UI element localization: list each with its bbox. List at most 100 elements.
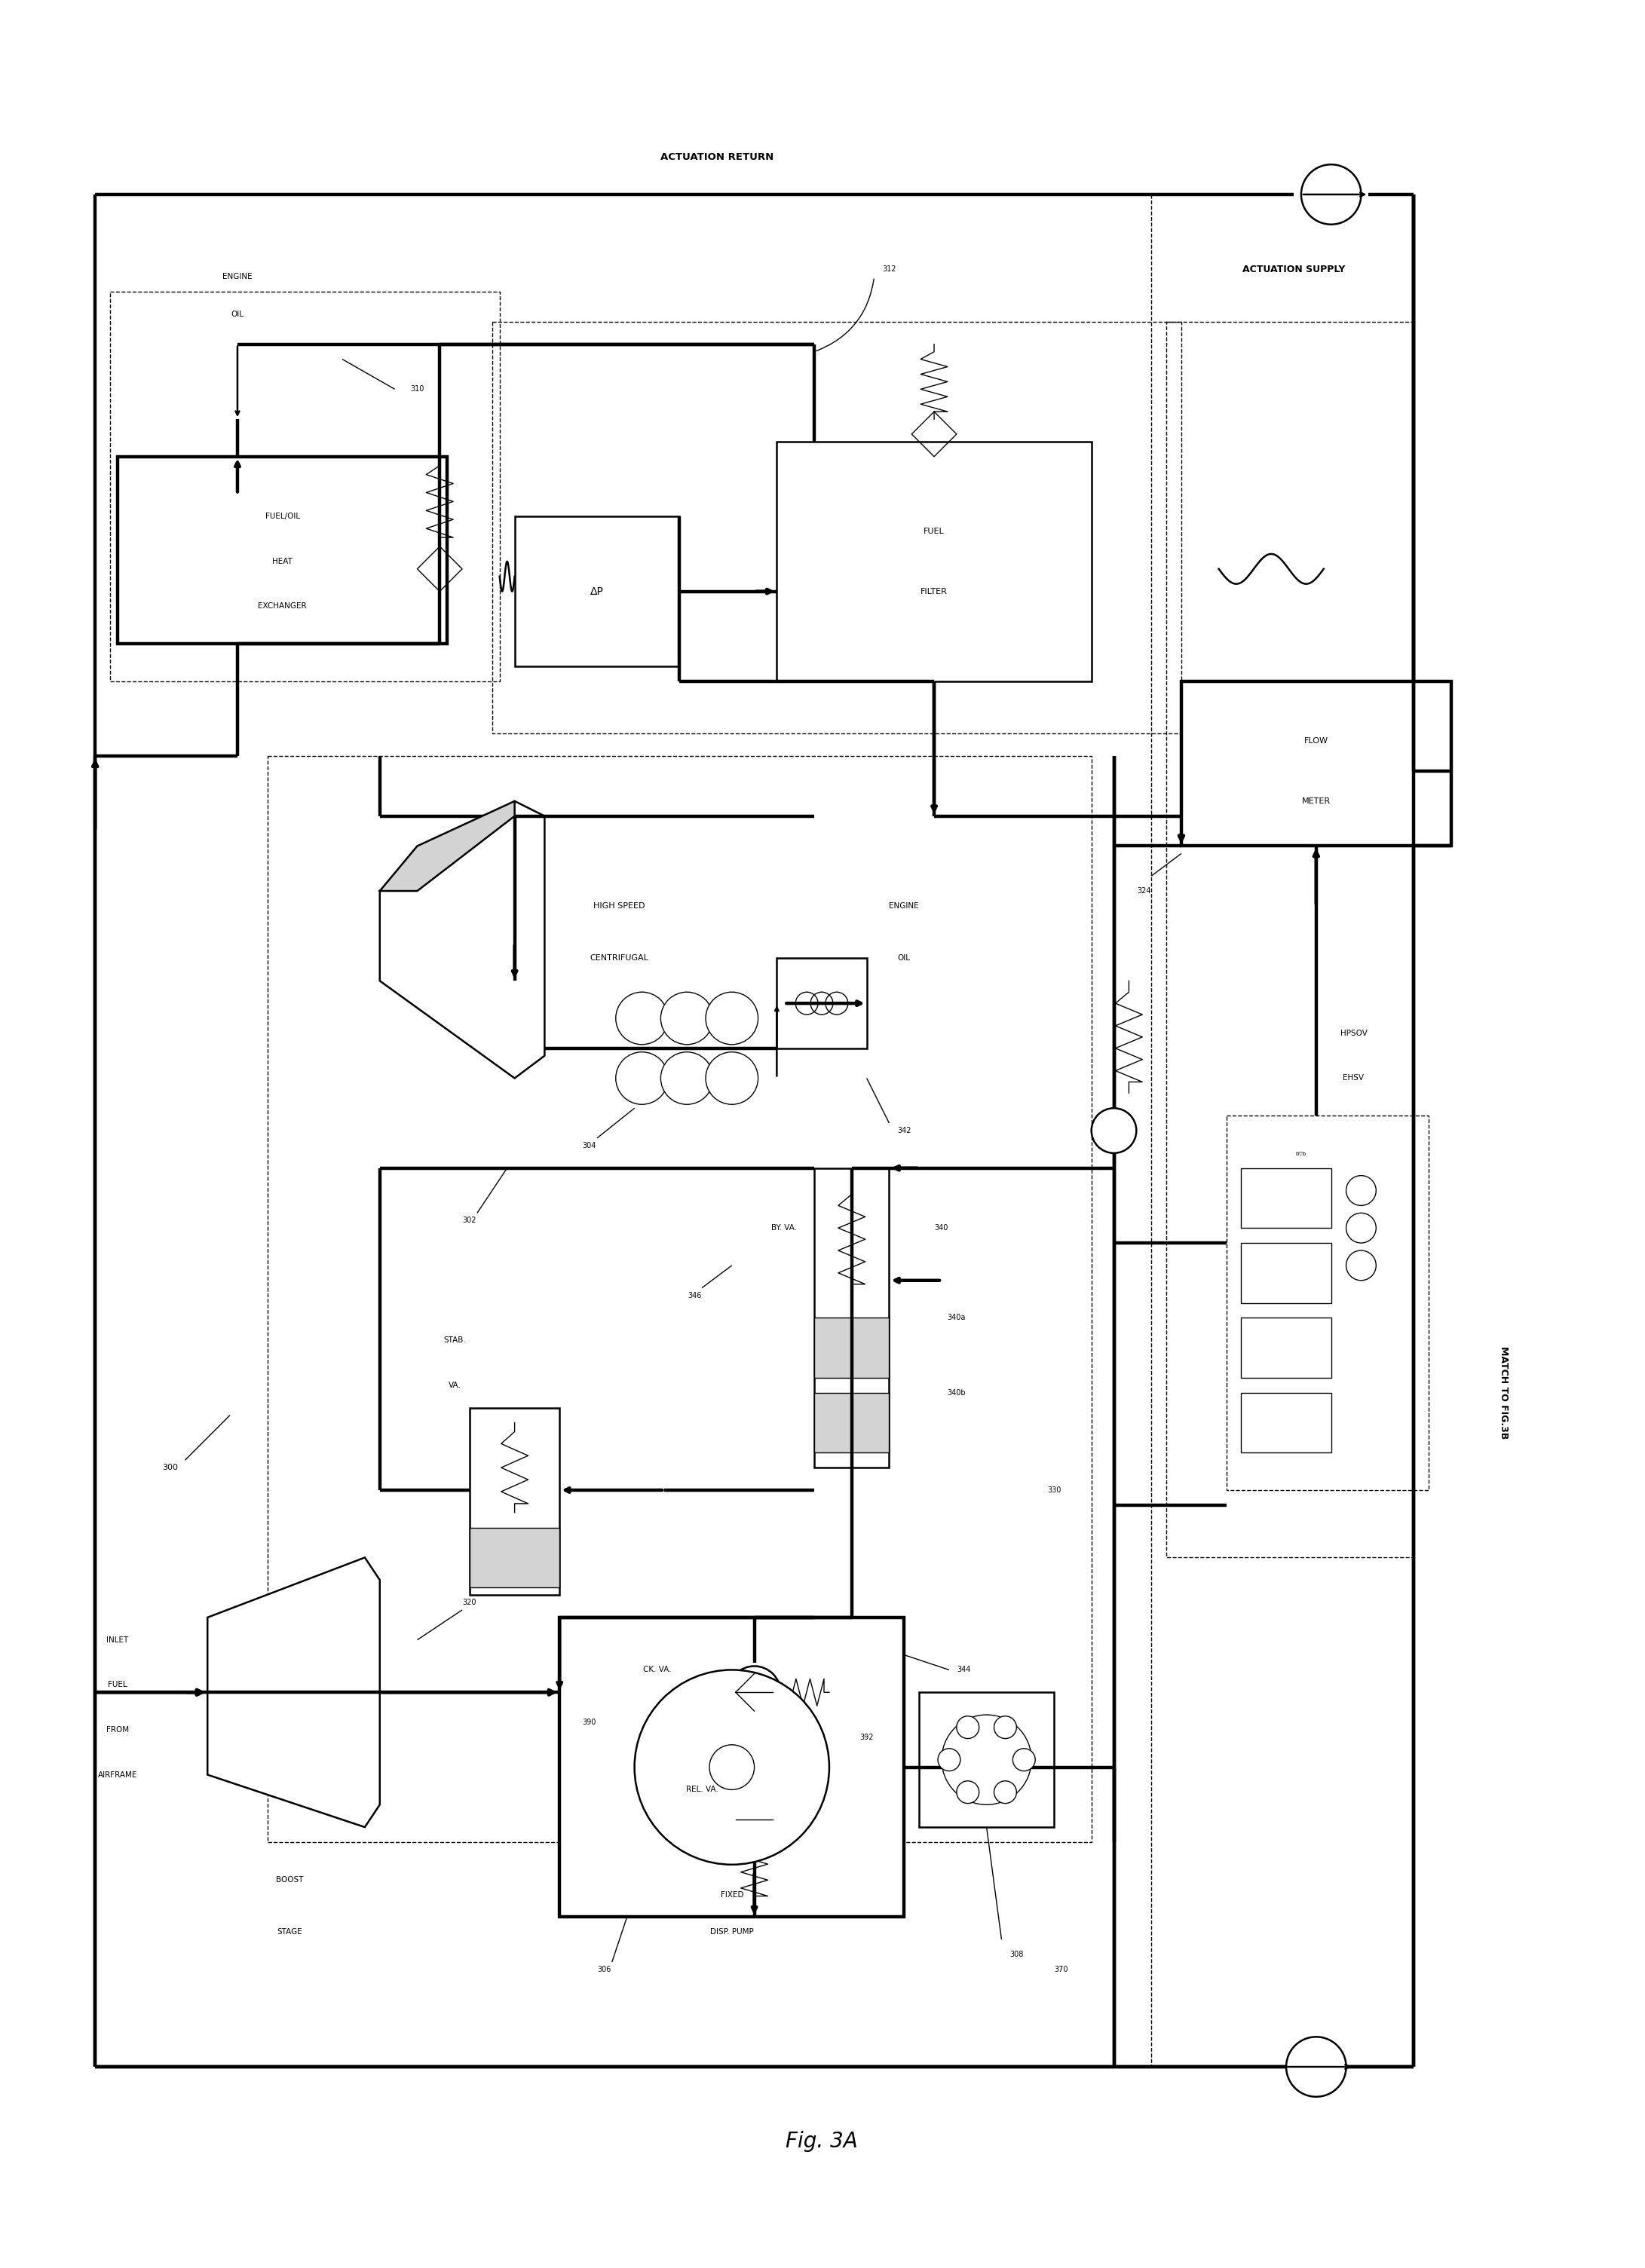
Text: 340a: 340a: [948, 1313, 966, 1322]
Text: 320: 320: [462, 1599, 477, 1606]
Text: INLET: INLET: [107, 1635, 128, 1644]
Bar: [1242, 1168, 1331, 1227]
Bar: [492, 322, 1181, 733]
Circle shape: [706, 1052, 758, 1105]
Text: 300: 300: [163, 1463, 178, 1472]
Text: HEAT: HEAT: [273, 558, 293, 565]
Circle shape: [729, 1794, 780, 1846]
Circle shape: [635, 1669, 829, 1864]
Text: ΔP: ΔP: [591, 585, 604, 596]
Text: BY. VA.: BY. VA.: [772, 1225, 798, 1232]
Text: FROM: FROM: [107, 1726, 128, 1733]
Circle shape: [1013, 1749, 1035, 1771]
Text: 308: 308: [1010, 1950, 1023, 1957]
Text: 390: 390: [582, 1719, 597, 1726]
Text: AIRFRAME: AIRFRAME: [97, 1771, 137, 1778]
Text: 304: 304: [582, 1141, 597, 1150]
Bar: [1226, 1116, 1428, 1490]
Text: CENTRIFUGAL: CENTRIFUGAL: [591, 955, 648, 962]
Bar: [1242, 1243, 1331, 1302]
Circle shape: [706, 991, 758, 1046]
Bar: [1181, 680, 1451, 846]
Text: 306: 306: [597, 1966, 612, 1973]
Text: FUEL/OIL: FUEL/OIL: [265, 513, 299, 519]
Bar: [1242, 1393, 1331, 1454]
Bar: [920, 1692, 1054, 1828]
Circle shape: [1091, 1109, 1137, 1152]
Circle shape: [941, 1715, 1031, 1805]
Circle shape: [1346, 1213, 1377, 1243]
Text: FUEL: FUEL: [109, 1681, 127, 1690]
Text: 302: 302: [462, 1216, 477, 1225]
Bar: [1166, 322, 1413, 1558]
Text: ENGINE: ENGINE: [890, 903, 920, 909]
Circle shape: [729, 1667, 780, 1719]
Bar: [117, 456, 447, 644]
Text: HIGH SPEED: HIGH SPEED: [594, 903, 645, 909]
Text: 324: 324: [1137, 887, 1151, 896]
Circle shape: [661, 991, 714, 1046]
Polygon shape: [380, 801, 515, 891]
Text: METER: METER: [1301, 798, 1331, 805]
Text: Fig. 3A: Fig. 3A: [786, 2132, 857, 2152]
Text: DISP. PUMP: DISP. PUMP: [711, 1928, 753, 1937]
Text: FIXED: FIXED: [721, 1892, 744, 1898]
Circle shape: [957, 1780, 979, 1803]
Circle shape: [661, 1052, 714, 1105]
Bar: [776, 442, 1091, 680]
Circle shape: [709, 1744, 755, 1789]
Text: 392: 392: [860, 1733, 873, 1742]
Circle shape: [957, 1717, 979, 1740]
Bar: [470, 1529, 559, 1588]
Text: OIL: OIL: [230, 311, 243, 318]
Text: OIL: OIL: [898, 955, 911, 962]
Circle shape: [615, 991, 668, 1046]
Text: 340b: 340b: [948, 1388, 966, 1397]
Bar: [559, 1617, 905, 1916]
Text: ENGINE: ENGINE: [222, 272, 252, 281]
Text: MATCH TO FIG.3B: MATCH TO FIG.3B: [1499, 1347, 1508, 1440]
Text: 330: 330: [1048, 1486, 1061, 1495]
Circle shape: [994, 1717, 1017, 1740]
Text: 346: 346: [688, 1293, 701, 1300]
Text: EHSV: EHSV: [1342, 1075, 1364, 1082]
Bar: [1242, 1318, 1331, 1377]
Bar: [776, 959, 867, 1048]
Polygon shape: [380, 801, 544, 1077]
Bar: [814, 1168, 890, 1467]
Text: FLOW: FLOW: [1304, 737, 1328, 744]
Circle shape: [994, 1780, 1017, 1803]
Circle shape: [1346, 1175, 1377, 1207]
Text: 342: 342: [897, 1127, 911, 1134]
Text: 340: 340: [934, 1225, 949, 1232]
Text: CK. VA.: CK. VA.: [643, 1667, 671, 1674]
Bar: [814, 1318, 890, 1377]
Text: EXCHANGER: EXCHANGER: [258, 603, 306, 610]
Circle shape: [938, 1749, 961, 1771]
Bar: [515, 517, 679, 667]
Text: ACTUATION SUPPLY: ACTUATION SUPPLY: [1242, 265, 1346, 274]
Text: VA.: VA.: [449, 1381, 461, 1388]
Polygon shape: [207, 1558, 380, 1828]
Text: BOOST: BOOST: [276, 1876, 304, 1882]
Text: STAB.: STAB.: [444, 1336, 466, 1345]
Text: FUEL: FUEL: [923, 528, 944, 535]
Circle shape: [1346, 1250, 1377, 1281]
Bar: [268, 755, 1091, 1842]
Text: STAGE: STAGE: [276, 1928, 303, 1937]
Text: HPSOV: HPSOV: [1341, 1030, 1367, 1036]
Text: FILTER: FILTER: [921, 587, 948, 594]
Bar: [470, 1408, 559, 1594]
Text: 310: 310: [410, 386, 424, 392]
Circle shape: [1286, 2037, 1346, 2096]
Text: ACTUATION RETURN: ACTUATION RETURN: [660, 152, 773, 161]
Text: b▽b: b▽b: [1296, 1150, 1306, 1154]
Text: REL. VA.: REL. VA.: [686, 1785, 719, 1794]
Bar: [814, 1393, 890, 1454]
Text: 370: 370: [1054, 1966, 1069, 1973]
Bar: [110, 293, 500, 680]
Text: 312: 312: [882, 265, 897, 272]
Circle shape: [615, 1052, 668, 1105]
Circle shape: [1301, 166, 1360, 225]
Text: 344: 344: [957, 1667, 971, 1674]
